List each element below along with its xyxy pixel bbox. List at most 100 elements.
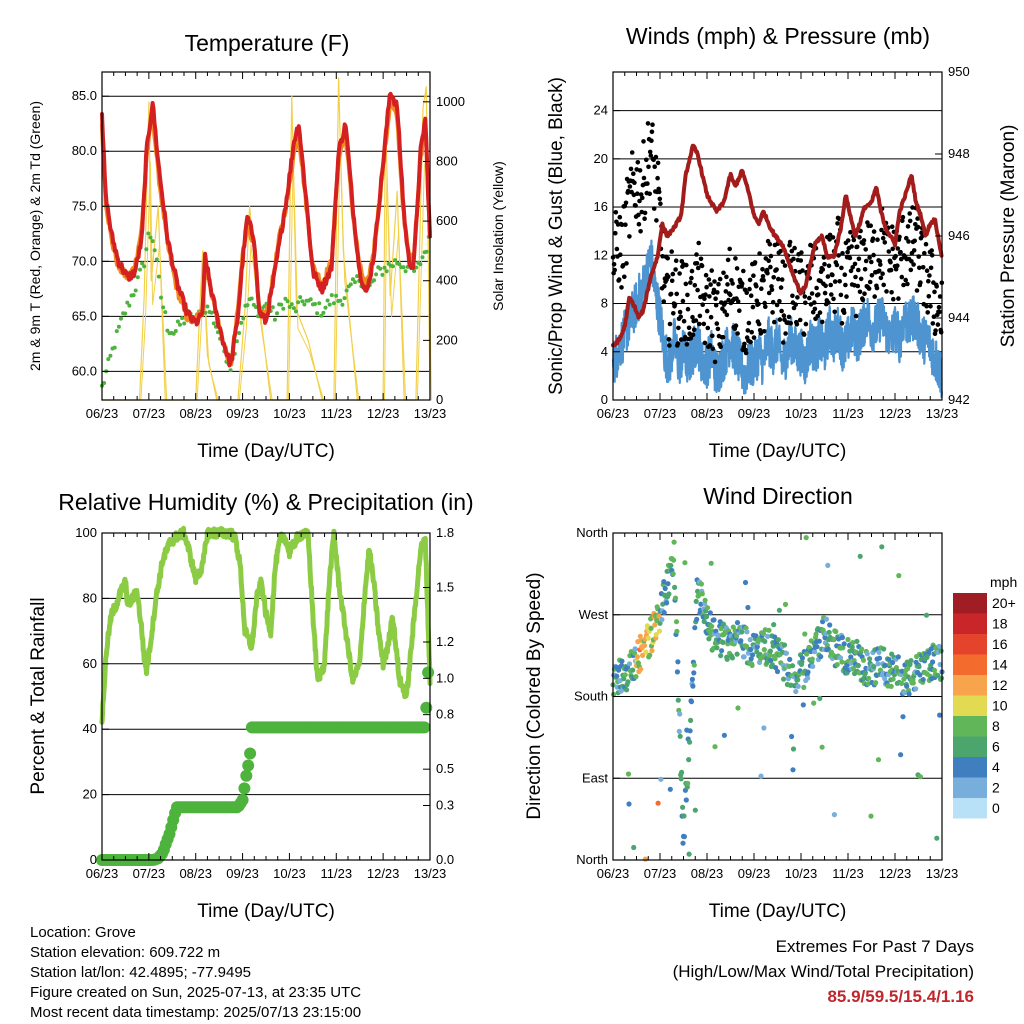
gust-point — [932, 289, 937, 295]
direction-point — [810, 663, 816, 670]
station-info: Location: Grove Station elevation: 609.7… — [30, 923, 361, 1023]
direction-point — [712, 744, 718, 750]
direction-point — [698, 581, 705, 587]
direction-point — [622, 672, 628, 678]
direction-point — [818, 654, 824, 660]
gust-point — [822, 261, 827, 267]
dewpoint-point — [298, 295, 303, 300]
gust-point — [901, 282, 906, 288]
direction-point — [793, 688, 799, 695]
direction-point — [773, 665, 779, 671]
gust-point — [889, 290, 894, 295]
direction-point — [841, 641, 847, 647]
x-tick-label: 06/23 — [86, 406, 119, 421]
gust-point — [909, 259, 914, 264]
direction-point — [890, 659, 896, 666]
gust-point — [766, 258, 771, 264]
y2-tick-label: 950 — [948, 64, 970, 79]
gust-point — [756, 301, 761, 307]
gust-point — [669, 249, 674, 254]
dewpoint-point — [116, 324, 121, 329]
dewpoint-point — [353, 280, 357, 285]
dewpoint-point — [291, 306, 296, 311]
gust-point — [858, 276, 864, 282]
created-text: Figure created on Sun, 2025-07-13, at 23… — [30, 984, 362, 1001]
gust-point — [737, 308, 742, 314]
direction-point — [859, 646, 865, 652]
gust-point — [856, 267, 861, 273]
direction-point — [879, 544, 885, 550]
direction-point — [801, 684, 807, 691]
direction-point — [803, 535, 809, 541]
direction-point — [715, 633, 721, 639]
gust-point — [815, 313, 820, 319]
gust-point — [907, 211, 912, 216]
gust-point — [879, 227, 884, 233]
legend-label: 0 — [992, 800, 1000, 816]
gust-point — [688, 280, 693, 285]
gust-point — [623, 222, 628, 227]
direction-point — [671, 557, 677, 563]
legend-swatch — [953, 613, 987, 634]
dewpoint-point — [285, 299, 290, 304]
direction-point — [775, 637, 782, 643]
gust-point — [628, 166, 634, 172]
direction-point — [747, 637, 753, 643]
direction-point — [679, 769, 685, 776]
precip-point — [236, 794, 249, 806]
gust-point — [914, 288, 920, 293]
dewpoint-point — [327, 302, 332, 307]
gust-point — [641, 139, 646, 144]
gust-point — [686, 325, 692, 331]
gust-point — [854, 244, 860, 250]
direction-point — [735, 705, 741, 711]
gust-point — [636, 212, 641, 218]
x-tick-label: 12/23 — [367, 406, 400, 421]
gust-point — [793, 302, 798, 307]
dewpoint-point — [331, 301, 336, 306]
y-tick-label: 16 — [594, 199, 608, 214]
direction-point — [802, 631, 808, 637]
solar-insolation-line — [102, 141, 432, 401]
dewpoint-point — [378, 266, 383, 271]
gust-point — [825, 274, 831, 279]
gust-point — [680, 298, 686, 304]
gust-point — [715, 290, 720, 295]
gust-point — [666, 337, 672, 342]
gust-point — [739, 281, 745, 287]
gust-point — [695, 265, 701, 271]
gust-point — [878, 275, 884, 281]
direction-point — [707, 610, 713, 616]
direction-point — [625, 679, 631, 685]
gust-point — [708, 314, 714, 320]
direction-point — [876, 655, 883, 661]
gust-point — [619, 285, 624, 290]
gust-point — [712, 359, 718, 365]
direction-point — [689, 676, 696, 683]
gust-point — [761, 329, 767, 334]
dewpoint-point — [317, 301, 322, 306]
gust-point — [840, 251, 845, 256]
direction-point — [900, 714, 906, 720]
latlon-text: Station lat/lon: 42.4895; -77.9495 — [30, 964, 252, 981]
gust-point — [735, 331, 740, 336]
gust-point — [814, 285, 819, 291]
gust-point — [657, 196, 663, 202]
gust-point — [849, 244, 854, 249]
gust-point — [655, 160, 661, 166]
gust-point — [862, 267, 868, 272]
panel-humidity: Relative Humidity (%) & Precipitation (i… — [28, 489, 474, 922]
dewpoint-point — [340, 302, 345, 307]
gust-point — [776, 276, 781, 282]
legend-label: 12 — [992, 677, 1008, 693]
gust-point — [650, 122, 655, 127]
gust-point — [623, 200, 629, 206]
legend-swatch — [953, 777, 987, 798]
direction-point — [692, 807, 698, 813]
gust-point — [905, 224, 911, 229]
gust-point — [760, 274, 766, 279]
gust-point — [837, 279, 842, 284]
gust-point — [772, 319, 777, 325]
legend-label: 10 — [992, 698, 1008, 714]
direction-point — [719, 648, 725, 654]
